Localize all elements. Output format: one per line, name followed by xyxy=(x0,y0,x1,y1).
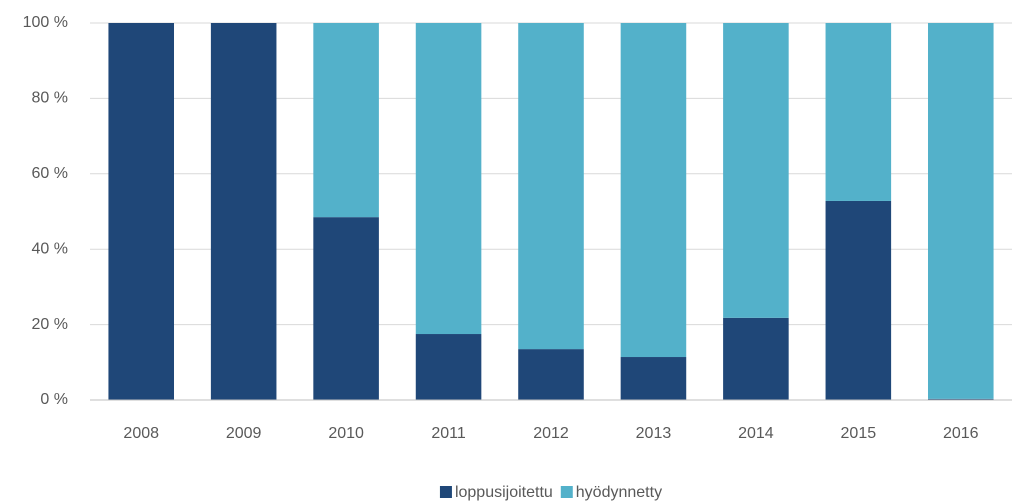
x-tick-label: 2013 xyxy=(636,425,672,442)
legend-swatch xyxy=(560,486,573,498)
x-tick-label: 2010 xyxy=(328,425,364,442)
bar-segment xyxy=(927,398,994,400)
x-tick-label: 2008 xyxy=(123,425,159,442)
y-tick-label: 100 % xyxy=(23,14,68,31)
y-tick-label: 80 % xyxy=(32,90,68,107)
bar-segment xyxy=(518,23,584,350)
legend: loppusijoitettu hyödynnetty xyxy=(439,484,662,501)
bar-segment xyxy=(927,23,994,399)
bar-segment xyxy=(313,23,379,218)
bar-segment xyxy=(415,23,482,335)
legend-label: loppusijoitettu xyxy=(455,484,553,501)
x-tick-label: 2009 xyxy=(226,425,262,442)
y-tick-label: 20 % xyxy=(32,316,68,333)
bar-segment xyxy=(825,200,892,400)
x-tick-label: 2016 xyxy=(943,425,979,442)
bar-segment xyxy=(620,23,687,358)
x-tick-label: 2012 xyxy=(533,425,569,442)
legend-label: hyödynnetty xyxy=(576,484,662,501)
bar-segment xyxy=(313,217,379,400)
bar-segment xyxy=(723,23,789,318)
bar-segment xyxy=(825,23,892,201)
bar-segment xyxy=(518,349,584,400)
legend-swatch xyxy=(439,486,452,498)
y-tick-label: 0 % xyxy=(40,391,68,408)
bar-segment xyxy=(415,334,482,400)
bar-segment xyxy=(210,23,277,400)
y-tick-label: 60 % xyxy=(32,165,68,182)
x-tick-label: 2015 xyxy=(841,425,877,442)
x-tick-label: 2011 xyxy=(431,425,466,442)
bar-segment xyxy=(723,317,789,400)
bar-segment xyxy=(620,357,687,400)
bar-segment xyxy=(108,23,175,400)
y-tick-label: 40 % xyxy=(32,240,68,257)
x-tick-label: 2014 xyxy=(738,425,774,442)
